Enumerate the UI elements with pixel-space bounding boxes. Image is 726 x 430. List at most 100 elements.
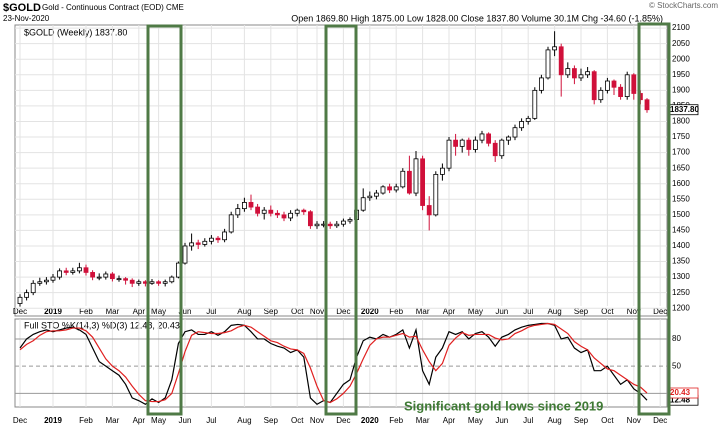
candle-body bbox=[281, 214, 287, 219]
y-tick-label: 1500 bbox=[672, 210, 690, 219]
y-tick-label: 1450 bbox=[672, 226, 690, 235]
candle-body bbox=[393, 186, 399, 191]
candle-body bbox=[301, 209, 307, 213]
x-tick-label: Aug bbox=[237, 307, 251, 316]
candle-body bbox=[532, 89, 538, 119]
candle-body bbox=[149, 281, 155, 284]
x-tick-label: May bbox=[468, 416, 483, 425]
candle-body bbox=[545, 49, 551, 79]
candle-body bbox=[360, 197, 366, 211]
value-tag-label: 12.48 bbox=[670, 395, 691, 404]
candle-body bbox=[37, 281, 43, 284]
candle-body bbox=[77, 267, 82, 272]
candle-body bbox=[373, 192, 379, 197]
candle-body bbox=[552, 46, 557, 51]
candle-body bbox=[70, 270, 76, 273]
y-tick-label: 1900 bbox=[672, 85, 690, 94]
candle-body bbox=[380, 186, 386, 194]
y-tick-label: 1550 bbox=[672, 194, 690, 203]
candle-body bbox=[202, 240, 208, 245]
y-tick-label: 2100 bbox=[672, 23, 690, 32]
candle-body bbox=[136, 281, 142, 284]
x-tick-label: Aug bbox=[547, 307, 561, 316]
y-tick-label: 1400 bbox=[672, 241, 690, 250]
candle-body bbox=[235, 208, 241, 216]
x-tick-label: 2020 bbox=[361, 307, 379, 316]
x-tick-label: May bbox=[151, 307, 166, 316]
x-tick-label: Jun bbox=[179, 307, 192, 316]
x-tick-label: Apr bbox=[443, 307, 456, 316]
highlight-box bbox=[324, 24, 358, 416]
candle-body bbox=[631, 74, 637, 94]
candle-body bbox=[406, 170, 412, 194]
y-tick-label: 1250 bbox=[672, 288, 690, 297]
x-tick-label: 2020 bbox=[361, 416, 379, 425]
candle-body bbox=[123, 278, 128, 281]
x-tick-label: Nov bbox=[310, 416, 324, 425]
candle-body bbox=[572, 68, 577, 79]
candle-body bbox=[195, 242, 201, 245]
candle-body bbox=[387, 186, 393, 191]
x-tick-label: Dec bbox=[336, 307, 350, 316]
candle-body bbox=[512, 127, 518, 138]
y-tick-label: 1700 bbox=[672, 148, 690, 157]
x-tick-label: Dec bbox=[653, 307, 667, 316]
candle-body bbox=[605, 80, 610, 91]
candle-body bbox=[433, 173, 439, 216]
candle-body bbox=[274, 212, 280, 216]
x-tick-label: Mar bbox=[106, 416, 120, 425]
candle-body bbox=[17, 296, 23, 304]
candle-body bbox=[255, 206, 261, 214]
x-tick-label: Sep bbox=[574, 307, 589, 316]
x-tick-label: Mar bbox=[416, 307, 430, 316]
highlight-box bbox=[637, 22, 671, 416]
candle-body bbox=[486, 133, 492, 144]
candle-body bbox=[83, 267, 89, 273]
candle-body bbox=[169, 276, 175, 283]
x-tick-label: Dec bbox=[13, 307, 27, 316]
candle-body bbox=[90, 272, 95, 278]
x-tick-label: Feb bbox=[389, 307, 403, 316]
x-tick-label: Apr bbox=[133, 416, 146, 425]
y-tick-label: 1300 bbox=[672, 272, 690, 281]
x-tick-label: Apr bbox=[443, 416, 456, 425]
candle-body bbox=[479, 133, 485, 141]
candle-body bbox=[400, 170, 406, 188]
x-tick-label: Aug bbox=[237, 416, 251, 425]
candle-body bbox=[466, 139, 472, 150]
x-tick-label: Feb bbox=[389, 416, 403, 425]
candle-body bbox=[347, 219, 353, 222]
x-tick-label: Nov bbox=[627, 307, 641, 316]
y-tick-label: 2050 bbox=[672, 39, 690, 48]
candle-body bbox=[565, 68, 571, 76]
x-tick-label: May bbox=[151, 416, 166, 425]
y-tick-label: 1200 bbox=[672, 303, 690, 312]
x-tick-label: Nov bbox=[310, 307, 324, 316]
x-tick-label: Aug bbox=[547, 416, 561, 425]
candle-body bbox=[505, 136, 511, 141]
chart-subtitle: Gold - Continuous Contract (EOD) CME bbox=[42, 3, 184, 12]
x-tick-label: Nov bbox=[627, 416, 641, 425]
candle-body bbox=[116, 278, 122, 281]
candle-body bbox=[585, 71, 590, 76]
x-tick-label: Jun bbox=[495, 307, 508, 316]
candle-body bbox=[63, 270, 69, 273]
candle-body bbox=[189, 242, 195, 247]
candle-body bbox=[208, 237, 214, 242]
candle-body bbox=[525, 117, 531, 122]
candle-body bbox=[439, 167, 445, 175]
highlight-box bbox=[146, 24, 183, 416]
candle-body bbox=[459, 139, 465, 147]
credit: © StockCharts.com bbox=[649, 1, 718, 10]
candle-body bbox=[50, 276, 56, 281]
candle-body bbox=[426, 205, 432, 216]
candle-body bbox=[222, 231, 228, 241]
candle-body bbox=[539, 77, 544, 91]
candle-body bbox=[334, 223, 340, 227]
x-tick-label: Apr bbox=[133, 307, 146, 316]
candle-body bbox=[492, 142, 498, 157]
candle-body bbox=[340, 220, 346, 225]
indicator-panel bbox=[14, 318, 668, 408]
candle-body bbox=[519, 121, 524, 129]
x-tick-label: Dec bbox=[336, 416, 350, 425]
